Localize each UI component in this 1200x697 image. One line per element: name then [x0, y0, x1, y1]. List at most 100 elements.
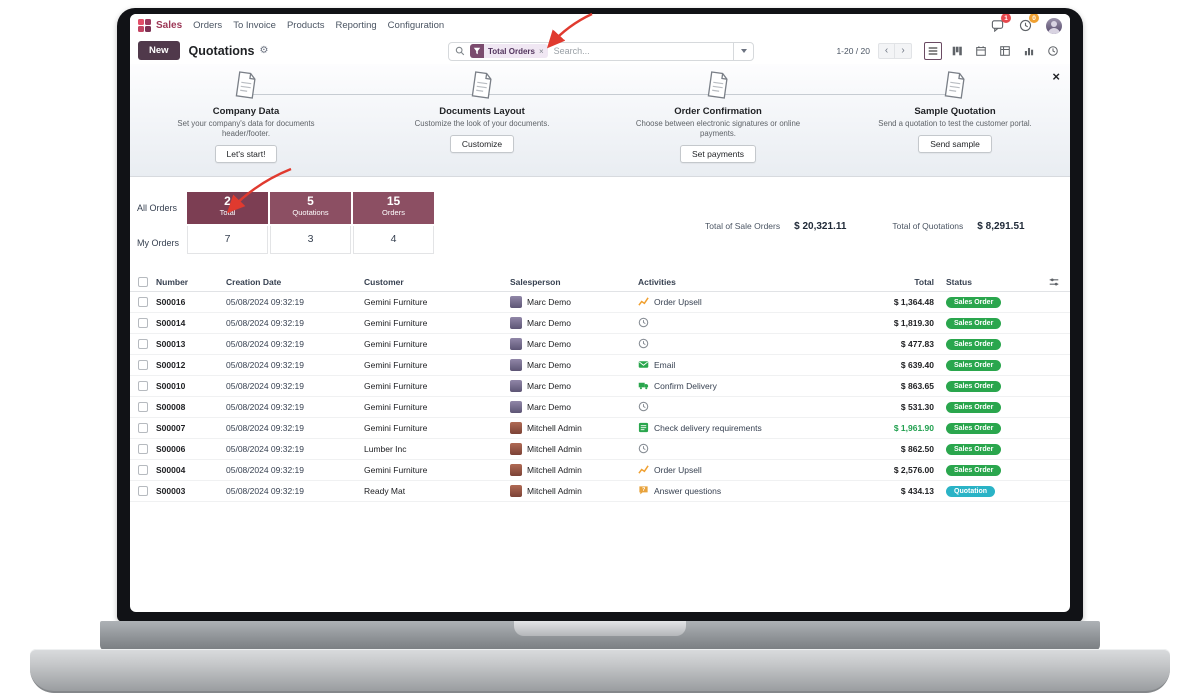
filter-remove-icon[interactable]: × [538, 46, 544, 56]
tile-my-quotations[interactable]: 3 [270, 226, 351, 254]
pivot-view-icon[interactable] [996, 42, 1014, 60]
col-salesperson[interactable]: Salesperson [510, 276, 561, 287]
tile-my-orders[interactable]: 4 [353, 226, 434, 254]
list-view-icon[interactable] [924, 41, 942, 60]
activity-cell[interactable] [638, 397, 848, 417]
order-number: S00012 [156, 360, 186, 370]
table-row[interactable]: S00013 05/08/2024 09:32:19 Gemini Furnitur… [130, 334, 1070, 355]
row-checkbox[interactable] [130, 292, 156, 312]
table-row[interactable]: S00010 05/08/2024 09:32:19 Gemini Furnitur… [130, 376, 1070, 397]
activity-cell[interactable]: ? Answer questions [638, 481, 848, 501]
table-row[interactable]: S00016 05/08/2024 09:32:19 Gemini Furnitur… [130, 292, 1070, 313]
lets-start-button[interactable]: Let's start! [214, 145, 278, 164]
row-checkbox[interactable] [130, 376, 156, 396]
onboarding-step-company-data: Company Data Set your company's data for… [146, 71, 346, 164]
select-all-checkbox[interactable] [130, 272, 156, 291]
search-dropdown-toggle[interactable] [733, 42, 753, 60]
row-checkbox[interactable] [130, 397, 156, 417]
email-icon [638, 359, 649, 372]
send-sample-button[interactable]: Send sample [918, 135, 992, 154]
row-checkbox[interactable] [130, 334, 156, 354]
row-checkbox[interactable] [130, 418, 156, 438]
pager-prev-button[interactable]: ‹ [878, 42, 895, 59]
menu-configuration[interactable]: Configuration [387, 20, 445, 31]
activity-cell[interactable]: Confirm Delivery [638, 376, 848, 396]
pager-next-button[interactable]: › [895, 42, 912, 59]
sales-app-icon[interactable] [138, 19, 151, 32]
status-cell: Sales Order [934, 313, 1030, 333]
row-checkbox[interactable] [130, 481, 156, 501]
status-cell: Sales Order [934, 460, 1030, 480]
table-row[interactable]: S00007 05/08/2024 09:32:19 Gemini Furnitur… [130, 418, 1070, 439]
menu-orders[interactable]: Orders [193, 20, 223, 31]
order-number: S00010 [156, 381, 186, 391]
kanban-view-icon[interactable] [948, 42, 966, 60]
chevron-down-icon [740, 49, 747, 53]
table-row[interactable]: S00014 05/08/2024 09:32:19 Gemini Furnitur… [130, 313, 1070, 334]
new-button[interactable]: New [138, 41, 180, 60]
table-row[interactable]: S00006 05/08/2024 09:32:19 Lumber Inc Mitch… [130, 439, 1070, 460]
customer-name: Gemini Furniture [364, 423, 428, 433]
calendar-view-icon[interactable] [972, 42, 990, 60]
salesperson-cell: Marc Demo [510, 355, 638, 375]
activity-cell[interactable]: Order Upsell [638, 460, 848, 480]
order-number: S00003 [156, 486, 186, 496]
menu-products[interactable]: Products [286, 20, 325, 31]
col-creation-date[interactable]: Creation Date [226, 276, 282, 287]
activity-cell[interactable] [638, 439, 848, 459]
creation-date: 05/08/2024 09:32:19 [226, 297, 304, 307]
svg-text:?: ? [642, 487, 646, 493]
onboarding-step-sample-quotation: Sample Quotation Send a quotation to tes… [855, 71, 1055, 154]
row-checkbox[interactable] [130, 460, 156, 480]
menu-reporting[interactable]: Reporting [335, 20, 377, 31]
graph-view-icon[interactable] [1020, 42, 1038, 60]
app-name[interactable]: Sales [156, 20, 183, 31]
tile-my-total[interactable]: 7 [187, 226, 268, 254]
activity-cell[interactable]: Order Upsell [638, 292, 848, 312]
chart-icon [638, 464, 649, 477]
col-total[interactable]: Total [914, 276, 934, 287]
clock-icon [638, 317, 649, 330]
table-row[interactable]: S00012 05/08/2024 09:32:19 Gemini Furnitur… [130, 355, 1070, 376]
creation-date: 05/08/2024 09:32:19 [226, 465, 304, 475]
row-checkbox[interactable] [130, 439, 156, 459]
col-customer[interactable]: Customer [364, 276, 404, 287]
step-description: Customize the look of your documents. [414, 119, 550, 128]
banner-close-icon[interactable]: × [1052, 69, 1060, 84]
tile-total[interactable]: 2 Total [187, 192, 268, 224]
col-number[interactable]: Number [156, 276, 189, 287]
activity-view-icon[interactable] [1044, 42, 1062, 60]
table-row[interactable]: S00003 05/08/2024 09:32:19 Ready Mat Mitche… [130, 481, 1070, 502]
activity-cell[interactable] [638, 313, 848, 333]
customer-name: Gemini Furniture [364, 339, 428, 349]
table-row[interactable]: S00008 05/08/2024 09:32:19 Gemini Furnitur… [130, 397, 1070, 418]
order-number: S00008 [156, 402, 186, 412]
set-payments-button[interactable]: Set payments [680, 145, 756, 164]
table-row[interactable]: S00004 05/08/2024 09:32:19 Gemini Furnitur… [130, 460, 1070, 481]
row-checkbox[interactable] [130, 355, 156, 375]
customize-button[interactable]: Customize [449, 135, 515, 154]
messages-icon[interactable]: 1 [990, 14, 1011, 33]
tile-quotations[interactable]: 5 Quotations [270, 192, 351, 224]
search-input[interactable]: Total Orders × Search... [448, 41, 754, 61]
filter-facet[interactable]: Total Orders × [470, 44, 548, 58]
menu-to-invoice[interactable]: To Invoice [233, 20, 276, 31]
col-status[interactable]: Status [946, 276, 972, 287]
settings-gear-icon[interactable]: ⚙ [259, 45, 269, 56]
chart-icon [638, 296, 649, 309]
col-activities[interactable]: Activities [638, 276, 676, 287]
column-settings-icon[interactable] [1048, 276, 1060, 288]
tile-label: Orders [382, 208, 405, 217]
activity-cell[interactable]: Email [638, 355, 848, 375]
filter-my-orders[interactable]: My Orders [137, 238, 180, 248]
total-amount: $ 434.13 [900, 486, 934, 496]
total-amount: $ 1,364.48 [893, 297, 934, 307]
user-avatar[interactable] [1046, 17, 1062, 34]
activities-icon[interactable]: 0 [1018, 14, 1039, 33]
activity-cell[interactable]: Check delivery requirements [638, 418, 848, 438]
salesperson-cell: Mitchell Admin [510, 418, 638, 438]
filter-all-orders[interactable]: All Orders [137, 203, 178, 213]
tile-orders[interactable]: 15 Orders [353, 192, 434, 224]
activity-cell[interactable] [638, 334, 848, 354]
row-checkbox[interactable] [130, 313, 156, 333]
